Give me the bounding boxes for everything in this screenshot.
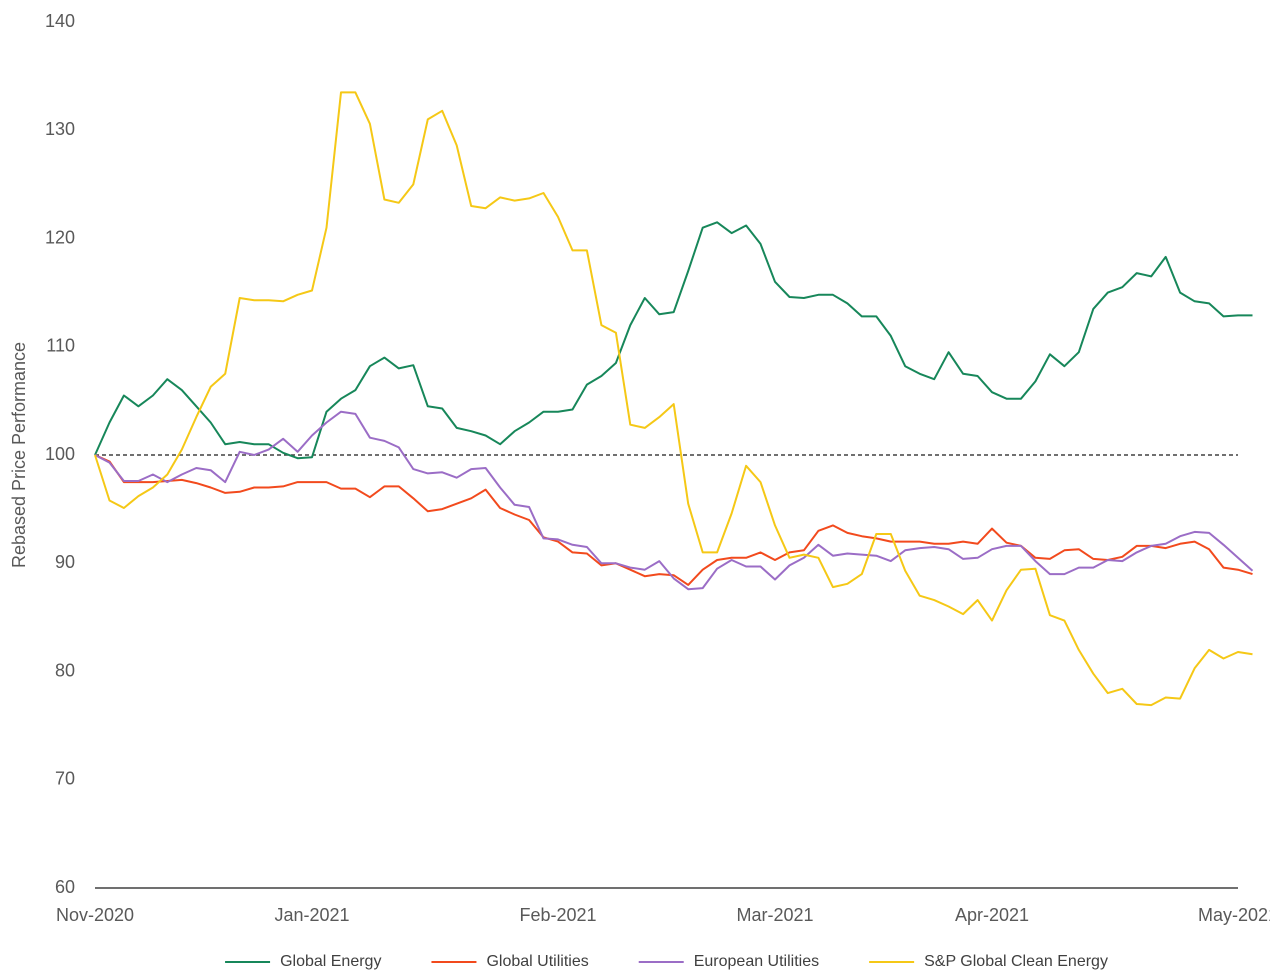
y-tick-label: 130	[45, 119, 75, 139]
series-line	[94, 454, 1253, 586]
x-tick-label: Feb-2021	[519, 905, 596, 925]
y-axis-title: Rebased Price Performance	[9, 342, 29, 568]
x-tick-label: Jan-2021	[274, 905, 349, 925]
x-tick-label: Apr-2021	[955, 905, 1029, 925]
y-tick-label: 60	[55, 877, 75, 897]
legend-label: European Utilities	[694, 953, 819, 970]
y-tick-label: 140	[45, 11, 75, 31]
y-tick-label: 90	[55, 552, 75, 572]
y-tick-label: 120	[45, 227, 75, 247]
x-tick-label: Mar-2021	[736, 905, 813, 925]
legend-label: Global Utilities	[486, 953, 588, 970]
series-line	[94, 91, 1253, 707]
y-tick-label: 80	[55, 660, 75, 680]
series-line	[94, 410, 1254, 591]
y-tick-label: 70	[55, 769, 75, 789]
x-tick-label: Nov-2020	[56, 905, 134, 925]
x-tick-label: May-2021	[1198, 905, 1270, 925]
y-tick-label: 110	[46, 336, 75, 356]
y-tick-label: 100	[45, 444, 75, 464]
legend-label: S&P Global Clean Energy	[924, 953, 1108, 970]
series-line	[94, 221, 1253, 460]
legend-label: Global Energy	[280, 953, 381, 970]
